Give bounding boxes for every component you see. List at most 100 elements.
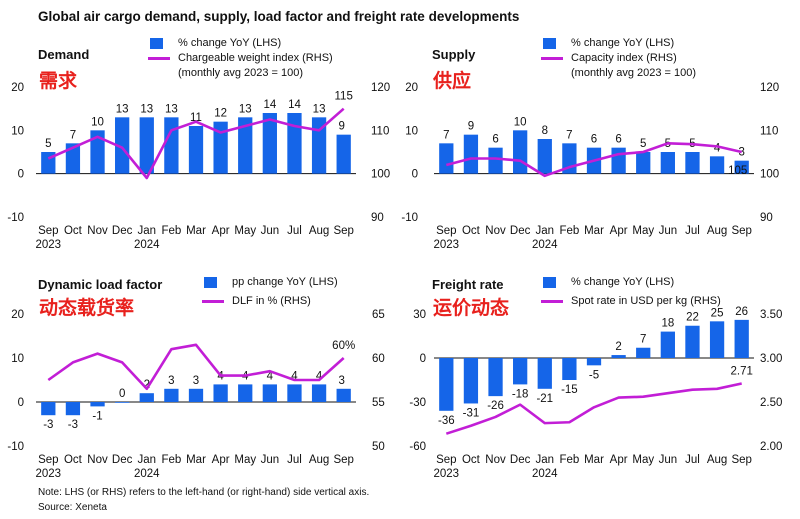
x-tick-label: Jan [535, 225, 554, 237]
bar-data-label: 13 [239, 103, 252, 115]
bar-data-label: 3 [168, 375, 174, 387]
bar-data-label: 13 [116, 103, 129, 115]
bar-data-label: 5 [640, 138, 646, 150]
legend-line-item: Capacity index (RHS) [541, 52, 696, 65]
lhs-tick-label: 10 [405, 125, 418, 137]
lhs-tick-label: 20 [405, 82, 418, 94]
bar [41, 402, 56, 416]
x-tick-label: Sep [38, 454, 58, 466]
bar [139, 117, 154, 174]
x-tick-label: Jun [659, 225, 678, 237]
bar [287, 384, 302, 402]
bar [65, 402, 81, 416]
bar-data-label: 14 [288, 99, 301, 111]
line-series [445, 142, 742, 178]
bar-data-label: 7 [566, 129, 572, 141]
lhs-tick-label: 20 [11, 309, 24, 321]
bar [709, 321, 725, 358]
bar-data-label: 2 [144, 379, 150, 391]
x-tick-label: Mar [584, 225, 604, 237]
legend-bar-label: % change YoY (LHS) [178, 37, 282, 49]
x-tick-label: Dec [510, 225, 531, 237]
footnote-note: Note: LHS (or RHS) refers to the left-ha… [38, 487, 370, 498]
freight-rate-subtitle: 运价动态 [433, 297, 510, 319]
bar [115, 402, 130, 403]
rhs-tick-label: 90 [760, 212, 773, 224]
x-tick-label: Mar [186, 454, 206, 466]
legend-line-label-line2: (monthly avg 2023 = 100) [178, 67, 304, 79]
bar-data-label: 25 [711, 307, 724, 319]
bar [115, 117, 130, 174]
x-tick-label: Sep [731, 225, 751, 237]
rhs-tick-label: 50 [372, 441, 385, 453]
bar-data-label: -1 [92, 410, 102, 422]
lhs-tick-label: 0 [420, 353, 426, 365]
footnote: Note: LHS (or RHS) refers to the left-ha… [38, 485, 369, 515]
bar [90, 130, 105, 174]
legend-line-item: DLF in % (RHS) [202, 295, 338, 308]
bar-data-label: -3 [68, 419, 78, 431]
legend-line-swatch [148, 57, 170, 60]
x-tick-label: Sep [38, 225, 58, 237]
bar-data-label: 10 [91, 116, 104, 128]
bar [463, 358, 479, 404]
x-tick-label: Jun [261, 225, 280, 237]
bar-data-label: -31 [463, 407, 480, 419]
bar-data-label: 10 [514, 116, 527, 128]
x-tick-label: Jun [659, 454, 678, 466]
x-tick-label: Jun [261, 454, 280, 466]
bar-data-label: 9 [338, 121, 344, 133]
bar-data-label: 2 [615, 341, 621, 353]
x-year-label: 2023 [36, 468, 62, 480]
x-tick-label: May [632, 454, 654, 466]
x-tick-label: Apr [212, 454, 230, 466]
bar [65, 143, 81, 174]
bar-data-label: 13 [140, 103, 153, 115]
x-tick-label: Feb [161, 454, 181, 466]
bar-data-label: 4 [291, 370, 298, 382]
bar-data-label: 3 [193, 375, 199, 387]
bar-data-label: -36 [438, 415, 455, 427]
x-tick-label: Oct [64, 454, 83, 466]
x-tick-label: Sep [333, 225, 353, 237]
rhs-tick-label: 55 [372, 397, 385, 409]
bar-data-label: 7 [443, 129, 449, 141]
bar [709, 156, 725, 174]
bar-data-label: 18 [661, 318, 674, 330]
bar [287, 113, 302, 174]
bar [262, 113, 277, 174]
bar-data-label: 9 [468, 121, 474, 133]
bar-data-label: 8 [542, 125, 548, 137]
bar [734, 319, 749, 358]
bar [611, 355, 626, 358]
bar [188, 388, 204, 402]
x-tick-label: Aug [707, 225, 727, 237]
x-year-label: 2023 [36, 239, 62, 251]
demand-legend: % change YoY (LHS) Chargeable weight ind… [148, 37, 333, 80]
x-year-label: 2024 [134, 239, 160, 251]
x-tick-label: Sep [436, 454, 456, 466]
bar [238, 117, 253, 174]
bar [562, 358, 577, 380]
x-tick-label: Dec [112, 454, 133, 466]
bar [636, 152, 651, 174]
x-year-label: 2024 [532, 239, 558, 251]
rhs-tick-label: 100 [760, 169, 779, 181]
line-series [445, 382, 742, 435]
legend-line-swatch [202, 300, 224, 303]
bar-data-label: -18 [512, 388, 529, 400]
bar [660, 331, 675, 358]
legend-bar-swatch [543, 277, 556, 288]
legend-line-label-line2: (monthly avg 2023 = 100) [571, 67, 697, 79]
freight-rate-legend: % change YoY (LHS) Spot rate in USD per … [541, 276, 721, 310]
bar [188, 126, 204, 174]
rhs-tick-label: 90 [371, 212, 384, 224]
lhs-tick-label: 30 [413, 309, 426, 321]
rhs-tick-label: 60 [372, 353, 385, 365]
bar-data-label: -5 [589, 369, 599, 381]
load-factor-subtitle: 动态载货率 [39, 297, 135, 319]
x-tick-label: Oct [462, 454, 481, 466]
bar [213, 121, 228, 174]
x-tick-label: Nov [485, 225, 506, 237]
bar [537, 358, 552, 389]
